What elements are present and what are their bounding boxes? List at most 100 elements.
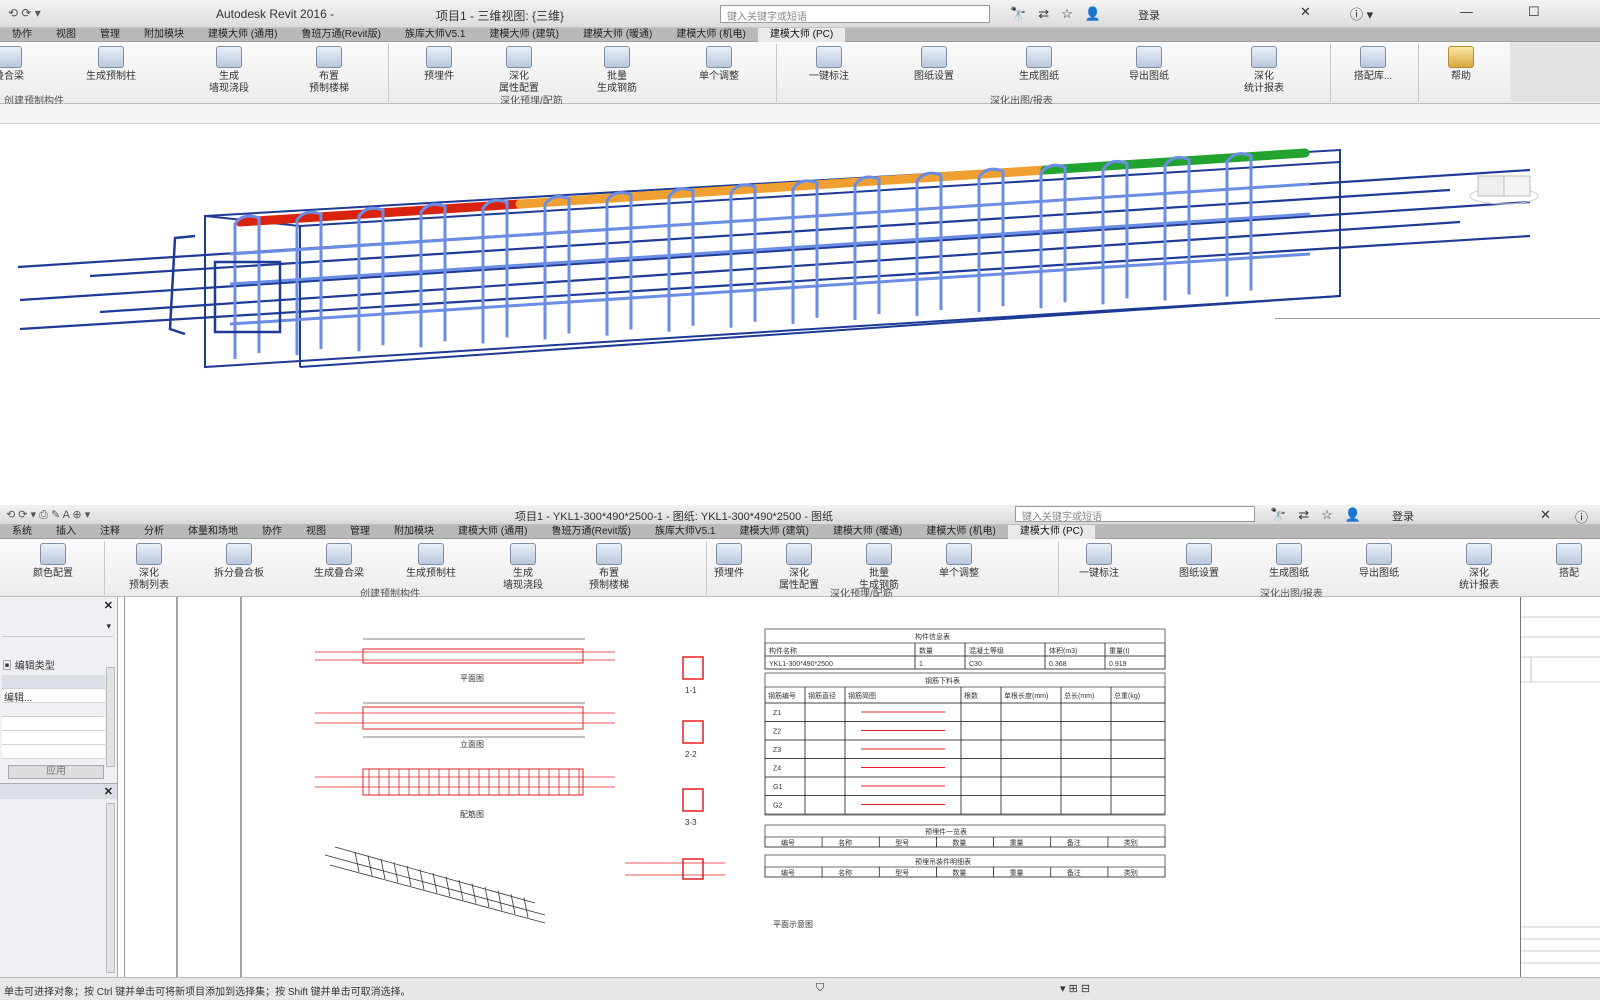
ribbon-button-10[interactable]: 生成图纸: [1000, 46, 1078, 83]
ribbon-button-11[interactable]: 导出图纸: [1110, 46, 1188, 83]
ribbon-button-11[interactable]: 一键标注: [1060, 543, 1138, 580]
ribbon-button-10[interactable]: 单个调整: [920, 543, 998, 580]
tab-1[interactable]: 视图: [56, 28, 76, 40]
search-input[interactable]: 键入关键字或短语: [1015, 506, 1255, 522]
login-link[interactable]: 登录: [1138, 10, 1160, 22]
edit-type-button[interactable]: ▣ 编辑类型: [2, 661, 55, 672]
properties-row[interactable]: [2, 745, 105, 759]
ribbon-button-label: 生成图纸: [1019, 71, 1059, 82]
tab-15[interactable]: 建模大师 (PC): [1007, 524, 1096, 539]
viewcube-icon[interactable]: [1468, 172, 1540, 206]
ribbon-button-3[interactable]: 布置 预制楼梯: [290, 46, 368, 95]
ribbon-button-13[interactable]: 搭配库...: [1334, 46, 1412, 83]
tab-0[interactable]: 协作: [12, 28, 32, 40]
ribbon-button-6[interactable]: 布置 预制楼梯: [570, 543, 648, 592]
quick-access-icons[interactable]: ⟲ ⟳ ▾ ⎙ ✎ A ⊕ ▾: [6, 509, 91, 521]
ribbon-button-9[interactable]: 图纸设置: [895, 46, 973, 83]
scrollbar[interactable]: [106, 803, 115, 973]
user-icon[interactable]: 👤: [1344, 507, 1361, 522]
tab-13[interactable]: 建模大师 (暖通): [832, 525, 903, 537]
tab-7[interactable]: 管理: [350, 525, 370, 537]
tab-11[interactable]: 族库大师V5.1: [654, 525, 716, 537]
properties-row[interactable]: [2, 717, 105, 731]
minimize-button[interactable]: —: [1460, 4, 1473, 19]
ribbon-button-2[interactable]: 生成 墙现浇段: [190, 46, 268, 95]
ribbon-button-7[interactable]: 预埋件: [690, 543, 768, 580]
ribbon-button-0[interactable]: 叠合梁: [0, 46, 48, 83]
ribbon-button-7[interactable]: 单个调整: [680, 46, 758, 83]
help-icon[interactable]: ⓘ: [1575, 510, 1589, 525]
ribbon-button-4[interactable]: 生成预制柱: [392, 543, 470, 580]
login-link[interactable]: 登录: [1392, 511, 1414, 523]
tab-1[interactable]: 插入: [56, 525, 76, 537]
ribbon-button-8[interactable]: 一键标注: [790, 46, 868, 83]
tab-6[interactable]: 视图: [306, 525, 326, 537]
3d-view-canvas[interactable]: [0, 124, 1600, 440]
maximize-button[interactable]: ☐: [1528, 4, 1540, 19]
help-icon[interactable]: ⓘ ▾: [1350, 7, 1374, 22]
ribbon-button-2[interactable]: 拆分叠合板: [200, 543, 278, 580]
tab-5[interactable]: 鲁班万通(Revit版): [301, 28, 381, 40]
ribbon-button-13[interactable]: 生成图纸: [1250, 543, 1328, 580]
ribbon-button-12[interactable]: 深化 统计报表: [1225, 46, 1303, 95]
tab-5[interactable]: 协作: [262, 525, 282, 537]
exchange-icon[interactable]: ⇄: [1298, 507, 1310, 522]
tab-4[interactable]: 体量和场地: [188, 525, 238, 537]
star-icon[interactable]: ☆: [1061, 6, 1073, 21]
ribbon-button-1[interactable]: 生成预制柱: [72, 46, 150, 83]
search-input[interactable]: 键入关键字或短语: [720, 5, 990, 23]
ribbon-button-5[interactable]: 生成 墙现浇段: [484, 543, 562, 592]
properties-row[interactable]: [2, 703, 105, 717]
close-icon[interactable]: ✕: [103, 786, 113, 798]
tab-0[interactable]: 系统: [12, 525, 32, 537]
ribbon-button-4[interactable]: 预埋件: [400, 46, 478, 83]
table3-header: 数量: [952, 838, 966, 847]
binoculars-icon[interactable]: 🔭: [1270, 507, 1287, 522]
tab-8[interactable]: 附加模块: [394, 525, 434, 537]
ribbon-button-14[interactable]: 帮助: [1422, 46, 1500, 83]
x-exchange-icon[interactable]: ✕: [1300, 4, 1311, 19]
tab-8[interactable]: 建模大师 (暖通): [582, 28, 653, 40]
user-icon[interactable]: 👤: [1084, 6, 1101, 21]
properties-row[interactable]: [2, 731, 105, 745]
tab-7[interactable]: 建模大师 (建筑): [489, 28, 559, 40]
quick-access-icons[interactable]: ⟲ ⟳ ▾: [8, 6, 41, 20]
filter-icon[interactable]: ⛉: [816, 982, 825, 994]
tab-14[interactable]: 建模大师 (机电): [926, 525, 996, 537]
tab-12[interactable]: 建模大师 (建筑): [739, 525, 809, 537]
status-icons[interactable]: ▾ ⊞ ⊟: [1060, 983, 1091, 995]
drawing-sheet[interactable]: 平面图 立面图 配筋图 1-1 2-2: [124, 597, 1520, 977]
ribbon-button-1[interactable]: 深化 预制列表: [110, 543, 188, 592]
ribbon-button-15[interactable]: 深化 统计报表: [1440, 543, 1518, 592]
ribbon-button-0[interactable]: 颜色配置: [14, 543, 92, 580]
ribbon-button-6[interactable]: 批量 生成钢筋: [578, 46, 656, 95]
properties-row[interactable]: [2, 675, 105, 689]
tab-3[interactable]: 分析: [144, 525, 164, 537]
star-icon[interactable]: ☆: [1321, 507, 1333, 522]
table-cell-border: [960, 702, 1002, 722]
tab-10[interactable]: 建模大师 (PC): [757, 27, 846, 42]
tab-6[interactable]: 族库大师V5.1: [404, 28, 466, 40]
close-icon[interactable]: ✕: [103, 600, 113, 612]
ribbon-button-3[interactable]: 生成叠合梁: [300, 543, 378, 580]
ribbon-button-8[interactable]: 深化 属性配置: [760, 543, 838, 592]
binoculars-icon[interactable]: 🔭: [1010, 6, 1027, 21]
tab-4[interactable]: 建模大师 (通用): [208, 28, 278, 40]
tab-9[interactable]: 建模大师 (机电): [676, 28, 746, 40]
scrollbar[interactable]: [106, 667, 115, 767]
tab-2[interactable]: 注释: [100, 525, 120, 537]
ribbon-button-12[interactable]: 图纸设置: [1160, 543, 1238, 580]
ribbon-button-9[interactable]: 批量 生成钢筋: [840, 543, 918, 592]
tab-10[interactable]: 鲁班万通(Revit版): [551, 525, 631, 537]
ribbon-button-14[interactable]: 导出图纸: [1340, 543, 1418, 580]
ribbon-button-16[interactable]: 搭配: [1530, 543, 1600, 580]
tab-2[interactable]: 管理: [100, 28, 120, 40]
exchange-icon[interactable]: ⇄: [1038, 6, 1050, 21]
apply-button[interactable]: 应用: [8, 765, 104, 779]
tab-3[interactable]: 附加模块: [144, 28, 184, 40]
tab-9[interactable]: 建模大师 (通用): [458, 525, 528, 537]
properties-row[interactable]: 编辑...: [2, 689, 105, 703]
type-selector[interactable]: ▾: [2, 619, 113, 637]
ribbon-button-5[interactable]: 深化 属性配置: [480, 46, 558, 95]
x-exchange-icon[interactable]: ✕: [1540, 507, 1551, 522]
